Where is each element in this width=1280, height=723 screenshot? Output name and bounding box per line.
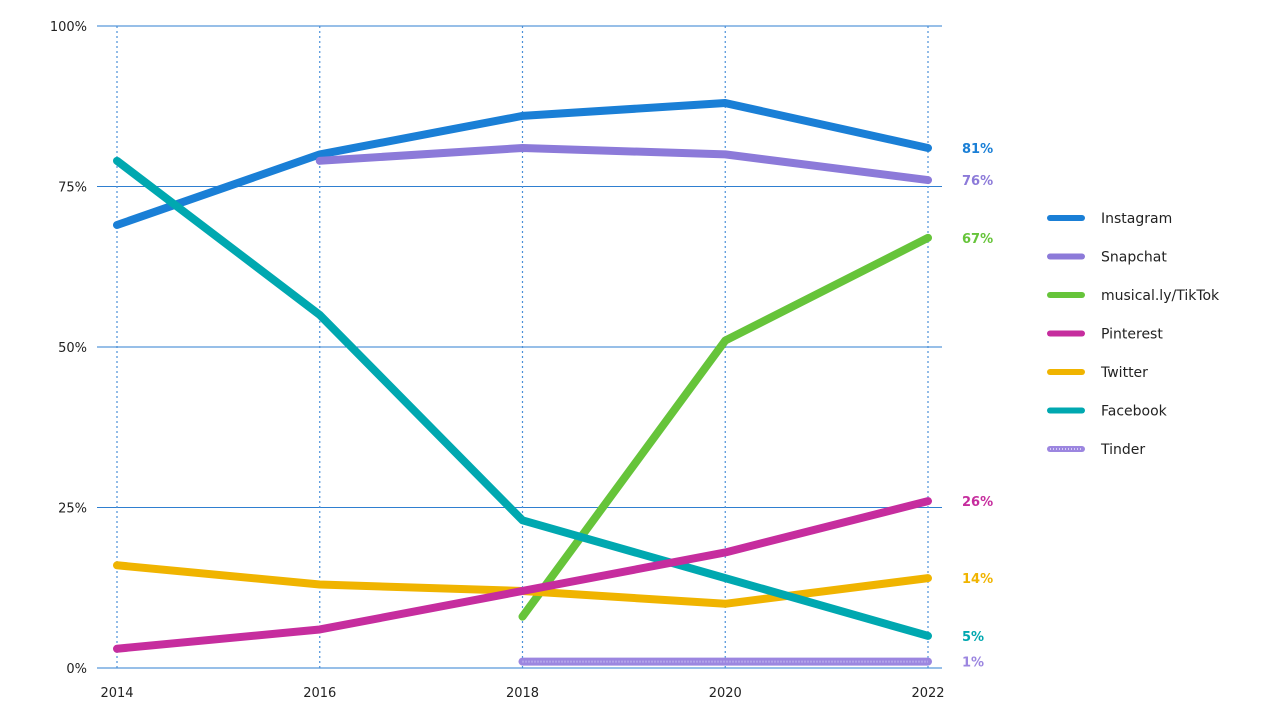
- y-tick-label: 100%: [50, 20, 87, 35]
- x-tick-label: 2014: [100, 686, 133, 701]
- legend-label: Facebook: [1101, 404, 1168, 420]
- legend-label: Snapchat: [1101, 250, 1167, 266]
- y-tick-label: 0%: [66, 662, 87, 677]
- end-label: 1%: [962, 656, 984, 671]
- x-tick-label: 2016: [303, 686, 336, 701]
- end-label: 5%: [962, 630, 984, 645]
- end-label: 76%: [962, 174, 993, 189]
- end-label: 26%: [962, 495, 993, 510]
- end-label: 14%: [962, 572, 993, 587]
- x-tick-label: 2020: [709, 686, 742, 701]
- y-tick-label: 50%: [58, 341, 87, 356]
- y-tick-label: 75%: [58, 181, 87, 196]
- end-label: 67%: [962, 232, 993, 247]
- x-tick-label: 2022: [911, 686, 944, 701]
- legend-label: Twitter: [1100, 365, 1148, 381]
- legend-label: Instagram: [1101, 211, 1172, 227]
- legend-label: musical.ly/TikTok: [1101, 288, 1220, 304]
- legend: Instagram Snapchat musical.ly/TikTok Pinter…: [1050, 211, 1220, 458]
- x-tick-label: 2018: [506, 686, 539, 701]
- y-tick-label: 25%: [58, 502, 87, 517]
- legend-label: Tinder: [1100, 442, 1145, 458]
- legend-label: Pinterest: [1101, 327, 1163, 343]
- end-labels: 1% 81% 76% 67% 14% 5% 26%: [962, 142, 993, 671]
- snapchat-line: [320, 148, 928, 180]
- end-label: 81%: [962, 142, 993, 157]
